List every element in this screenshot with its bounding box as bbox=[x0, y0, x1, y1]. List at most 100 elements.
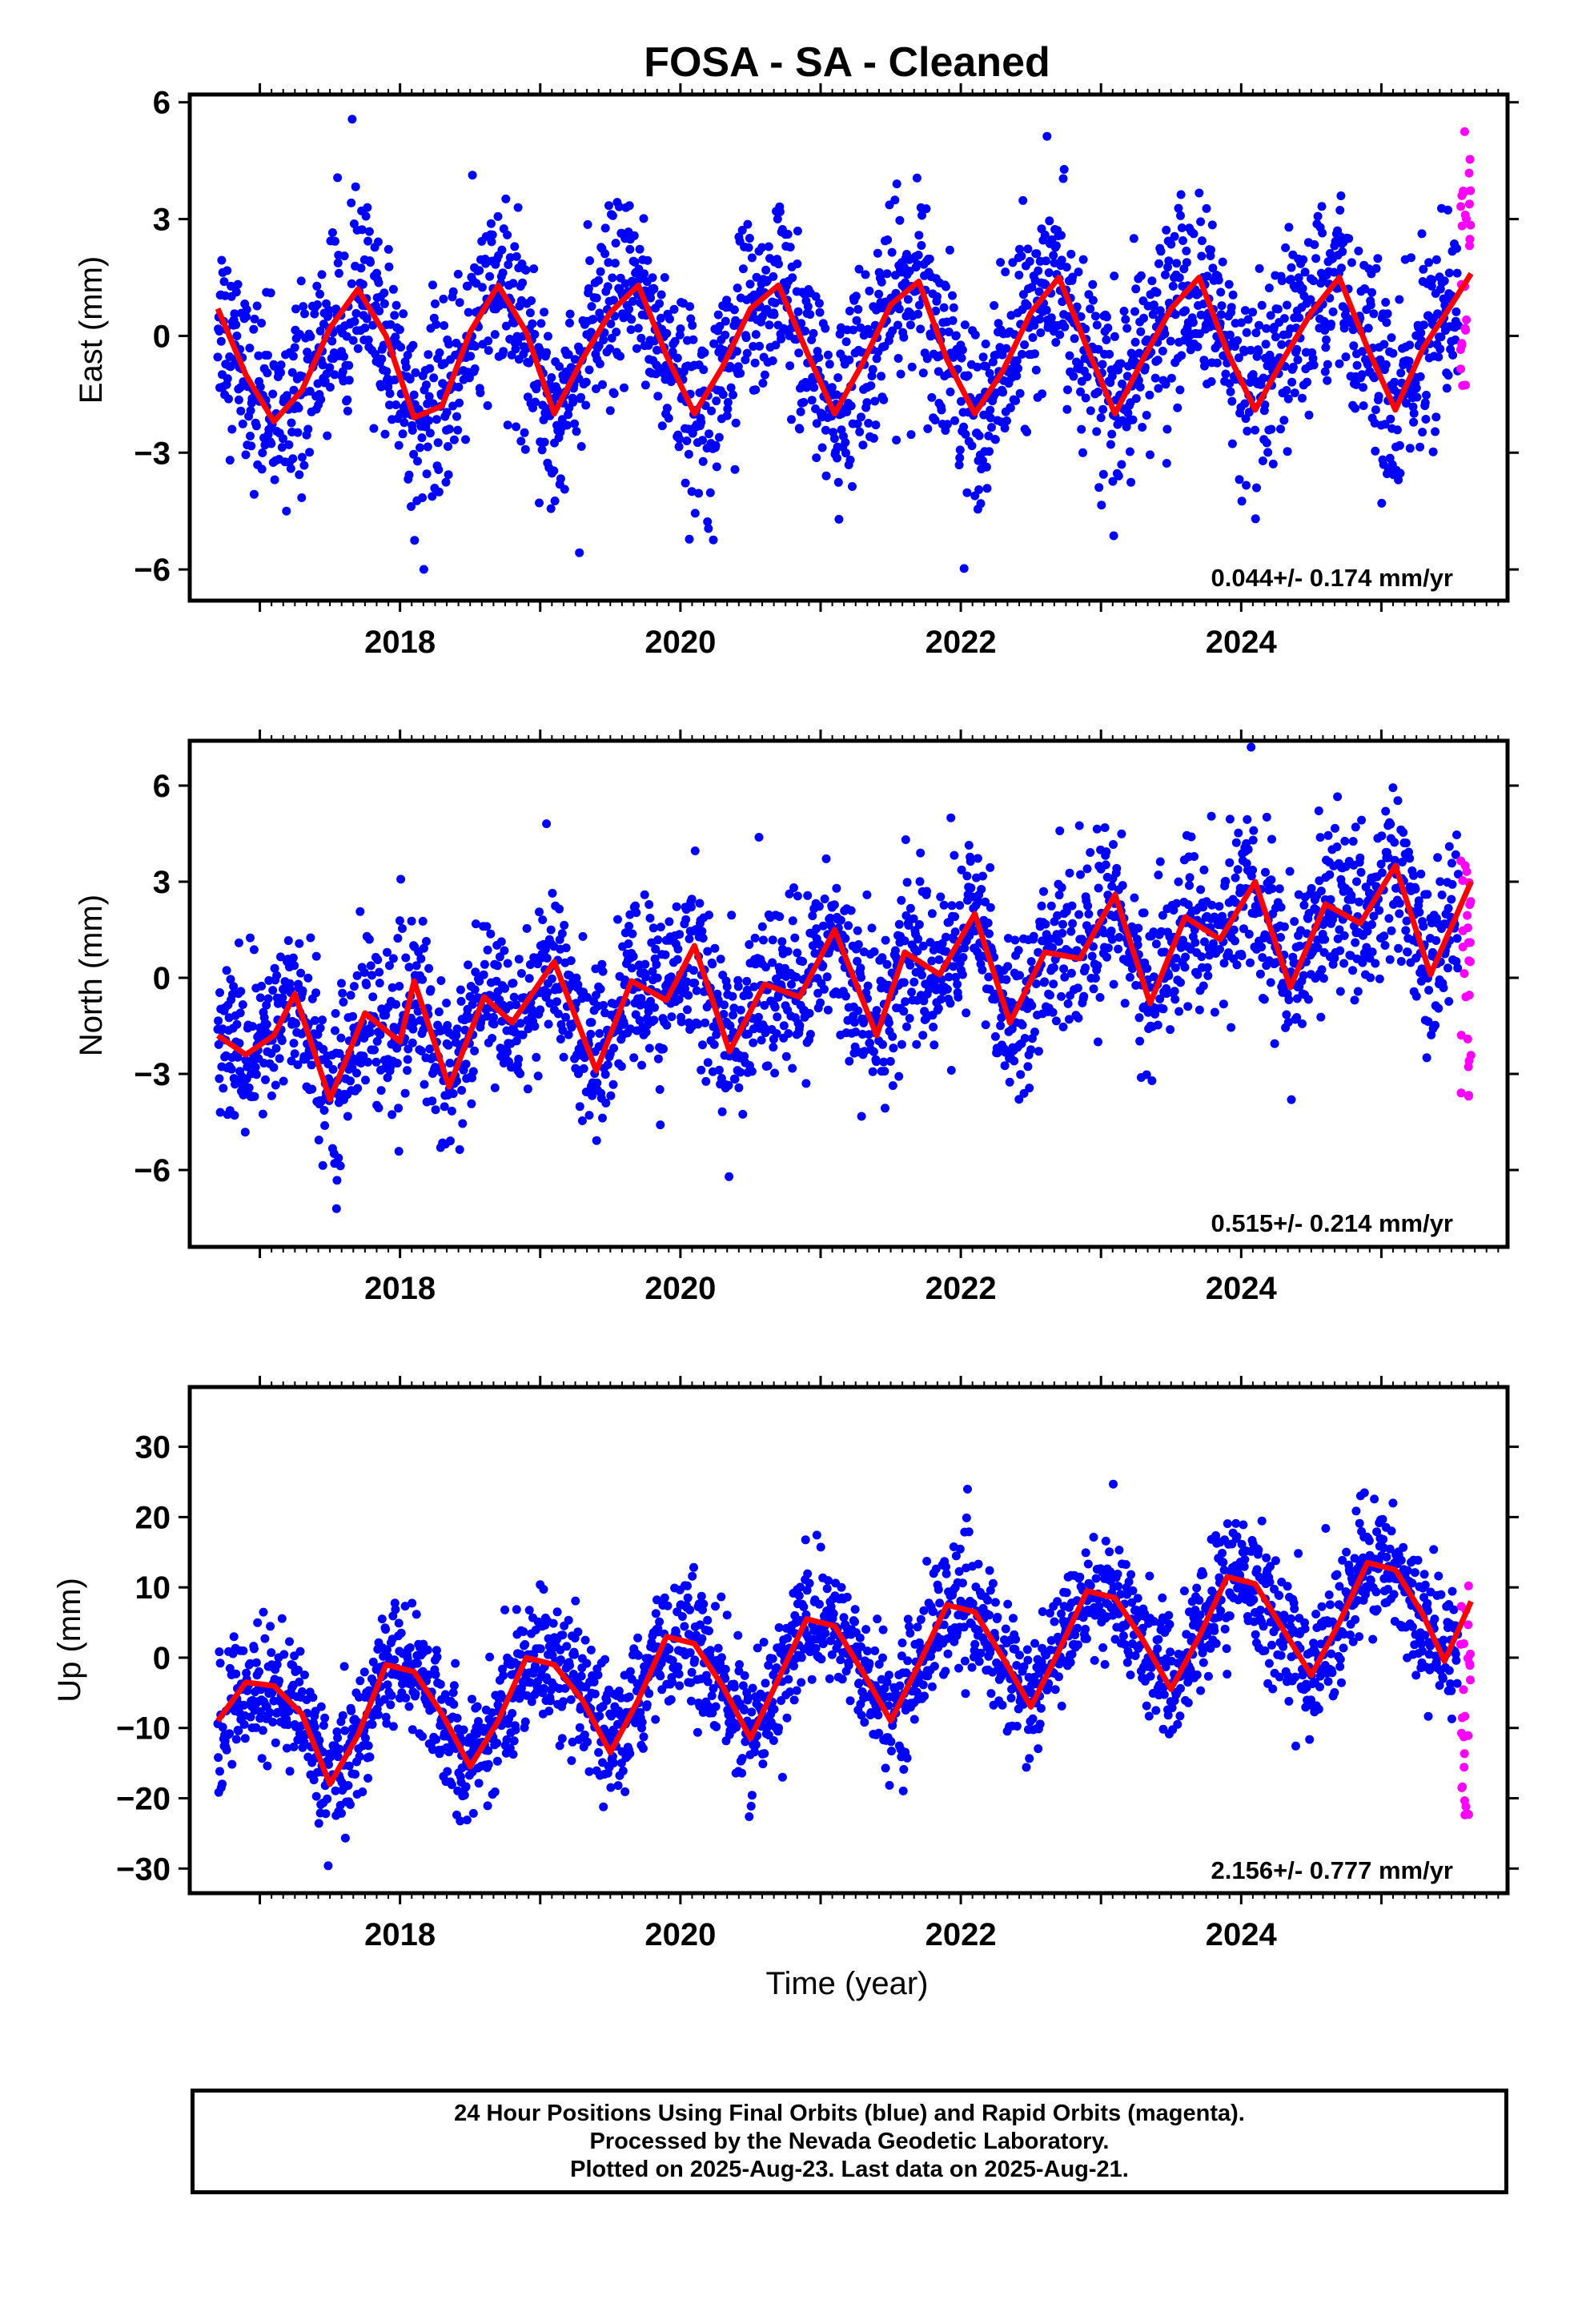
east-final-point bbox=[422, 469, 432, 479]
north-final-point bbox=[1339, 959, 1349, 968]
east-final-point bbox=[1145, 390, 1154, 400]
north-final-point bbox=[262, 1019, 271, 1029]
east-final-point bbox=[1366, 300, 1375, 310]
north-final-point bbox=[1083, 901, 1093, 911]
east-final-point bbox=[1203, 271, 1212, 281]
east-final-point bbox=[948, 316, 958, 325]
east-final-point bbox=[841, 337, 851, 347]
east-final-point bbox=[718, 390, 728, 400]
north-final-point bbox=[1399, 828, 1408, 837]
north-final-point bbox=[287, 1056, 296, 1066]
north-final-point bbox=[598, 967, 608, 976]
north-final-point bbox=[703, 1058, 713, 1068]
east-final-point bbox=[697, 417, 706, 427]
east-final-point bbox=[585, 256, 595, 265]
east-final-point bbox=[877, 372, 886, 381]
north-final-point bbox=[418, 975, 428, 984]
east-final-point bbox=[1086, 406, 1095, 416]
north-final-point bbox=[488, 1034, 497, 1043]
east-final-point bbox=[914, 300, 924, 310]
north-final-point bbox=[601, 1098, 611, 1108]
east-final-point bbox=[327, 336, 337, 346]
east-final-point bbox=[674, 442, 684, 452]
east-final-point bbox=[588, 315, 598, 324]
north-final-point bbox=[857, 1112, 866, 1121]
east-final-point bbox=[705, 429, 713, 439]
east-final-point bbox=[1123, 408, 1133, 418]
east-final-point bbox=[1034, 266, 1043, 275]
east-final-point bbox=[1200, 361, 1209, 371]
north-final-point bbox=[754, 833, 764, 842]
east-final-point bbox=[1260, 400, 1270, 409]
east-final-point bbox=[339, 352, 348, 361]
east-final-point bbox=[504, 260, 513, 269]
east-final-point bbox=[608, 211, 617, 220]
north-final-point bbox=[1348, 966, 1358, 975]
east-final-point bbox=[1411, 384, 1421, 393]
east-final-point bbox=[669, 304, 679, 314]
east-final-point bbox=[395, 325, 404, 335]
north-final-point bbox=[288, 953, 298, 963]
east-final-point bbox=[887, 247, 897, 257]
east-final-point bbox=[375, 306, 384, 316]
east-final-point bbox=[463, 281, 472, 291]
east-final-point bbox=[1419, 320, 1428, 330]
north-final-point bbox=[1232, 960, 1242, 970]
east-final-point bbox=[242, 312, 251, 321]
east-final-point bbox=[633, 324, 643, 333]
east-final-point bbox=[1166, 239, 1176, 249]
north-final-point bbox=[1266, 978, 1275, 987]
east-final-point bbox=[1293, 355, 1303, 364]
north-final-point bbox=[1166, 1025, 1175, 1035]
east-final-point bbox=[927, 392, 937, 402]
north-final-point bbox=[1340, 836, 1350, 846]
east-final-point bbox=[1328, 307, 1338, 316]
north-final-point bbox=[289, 1039, 299, 1048]
east-final-point bbox=[434, 487, 444, 497]
north-final-point bbox=[1186, 832, 1196, 842]
east-final-point bbox=[1181, 306, 1191, 316]
north-final-point bbox=[1348, 837, 1358, 846]
east-final-point bbox=[572, 427, 581, 436]
east-final-point bbox=[1351, 380, 1361, 389]
north-final-point bbox=[1367, 947, 1377, 957]
east-final-point bbox=[712, 462, 721, 472]
east-final-point bbox=[982, 362, 991, 371]
north-final-point bbox=[385, 961, 394, 971]
north-final-point bbox=[1367, 920, 1376, 929]
north-final-point bbox=[1130, 893, 1139, 903]
north-final-point bbox=[950, 850, 959, 860]
north-final-point bbox=[408, 1024, 418, 1034]
east-final-point bbox=[1195, 188, 1204, 198]
east-final-point bbox=[1069, 372, 1078, 381]
north-final-point bbox=[1380, 941, 1390, 950]
east-final-point bbox=[434, 465, 444, 474]
east-final-point bbox=[1262, 438, 1271, 448]
east-final-point bbox=[640, 380, 650, 390]
north-final-point bbox=[653, 1054, 663, 1063]
north-final-point bbox=[425, 1044, 435, 1054]
east-final-point bbox=[814, 352, 824, 362]
north-final-point bbox=[1366, 973, 1375, 983]
north-final-point bbox=[482, 922, 492, 931]
east-final-point bbox=[245, 344, 255, 353]
north-final-point bbox=[889, 1043, 898, 1053]
east-final-point bbox=[1421, 415, 1431, 424]
north-final-point bbox=[636, 994, 646, 1003]
east-final-point bbox=[829, 434, 839, 444]
east-final-point bbox=[334, 268, 343, 278]
east-final-point bbox=[1292, 344, 1302, 354]
east-final-point bbox=[452, 412, 461, 421]
east-final-point bbox=[1025, 256, 1034, 266]
north-final-point bbox=[598, 1113, 607, 1123]
east-final-point bbox=[316, 395, 326, 404]
north-final-point bbox=[616, 1062, 626, 1072]
east-final-point bbox=[1303, 377, 1312, 387]
north-final-point bbox=[336, 1033, 346, 1043]
north-final-point bbox=[899, 978, 909, 987]
east-final-point bbox=[1309, 360, 1319, 370]
east-final-point bbox=[366, 258, 375, 267]
north-final-point bbox=[1350, 995, 1359, 1005]
east-final-point bbox=[568, 397, 578, 407]
